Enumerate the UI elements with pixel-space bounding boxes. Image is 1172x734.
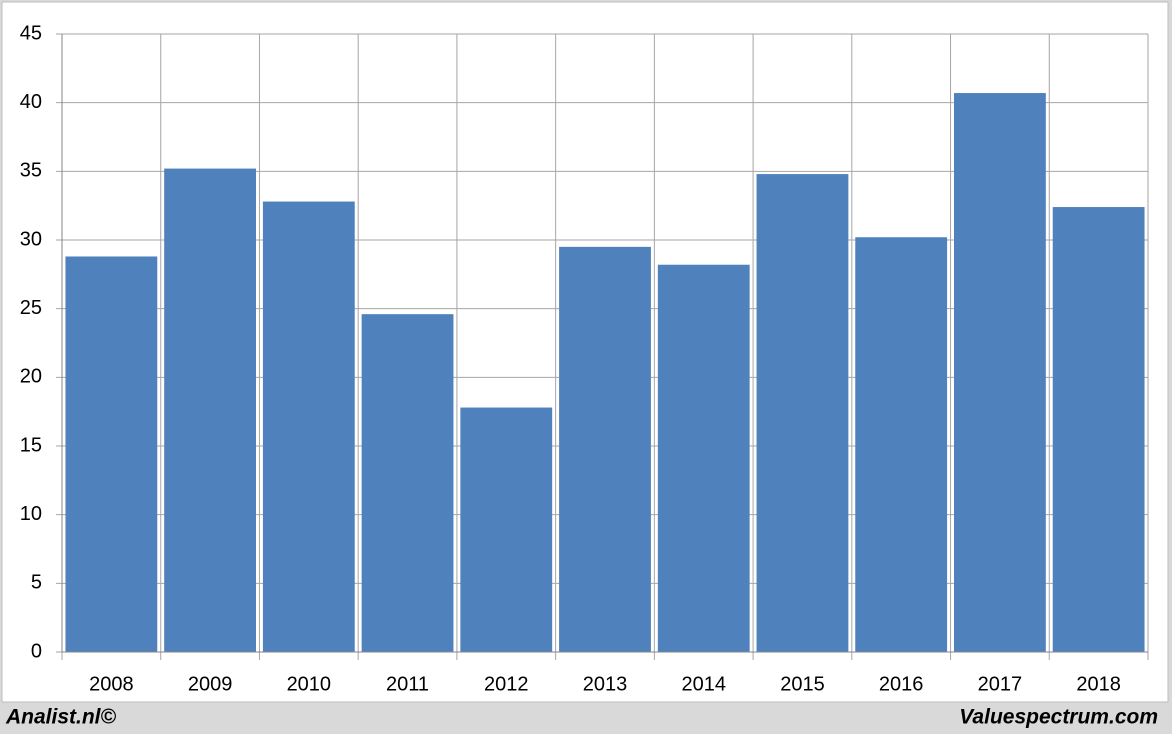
x-tick-label: 2013 xyxy=(583,673,628,695)
bar xyxy=(756,174,849,652)
x-tick-label: 2016 xyxy=(879,673,924,695)
bar xyxy=(559,246,651,652)
bar xyxy=(164,168,256,652)
x-tick-label: 2018 xyxy=(1076,673,1121,695)
x-tick-label: 2011 xyxy=(386,673,429,695)
bar xyxy=(657,264,750,652)
x-tick-label: 2010 xyxy=(287,673,332,695)
credit-left: Analist.nl© xyxy=(5,706,117,729)
y-tick-label: 15 xyxy=(20,434,42,456)
y-tick-label: 25 xyxy=(20,297,42,319)
x-tick-label: 2017 xyxy=(978,673,1023,695)
bar xyxy=(262,201,355,652)
y-tick-label: 0 xyxy=(31,640,42,662)
credit-right: Valuespectrum.com xyxy=(959,706,1158,729)
y-tick-label: 30 xyxy=(20,228,42,250)
bar xyxy=(361,314,454,652)
y-tick-label: 40 xyxy=(20,91,42,113)
bar xyxy=(954,93,1046,652)
bar xyxy=(855,237,948,652)
y-tick-label: 5 xyxy=(31,572,42,594)
bar xyxy=(65,256,158,652)
y-tick-label: 20 xyxy=(20,366,42,388)
x-tick-label: 2015 xyxy=(780,673,825,695)
x-tick-label: 2009 xyxy=(188,673,233,695)
x-tick-label: 2014 xyxy=(681,673,726,695)
x-tick-label: 2008 xyxy=(89,673,134,695)
y-tick-label: 35 xyxy=(20,160,42,182)
bar xyxy=(1052,207,1145,653)
y-tick-label: 10 xyxy=(20,503,42,525)
y-tick-label: 45 xyxy=(20,22,42,44)
x-tick-label: 2012 xyxy=(484,673,529,695)
bar xyxy=(460,407,553,652)
